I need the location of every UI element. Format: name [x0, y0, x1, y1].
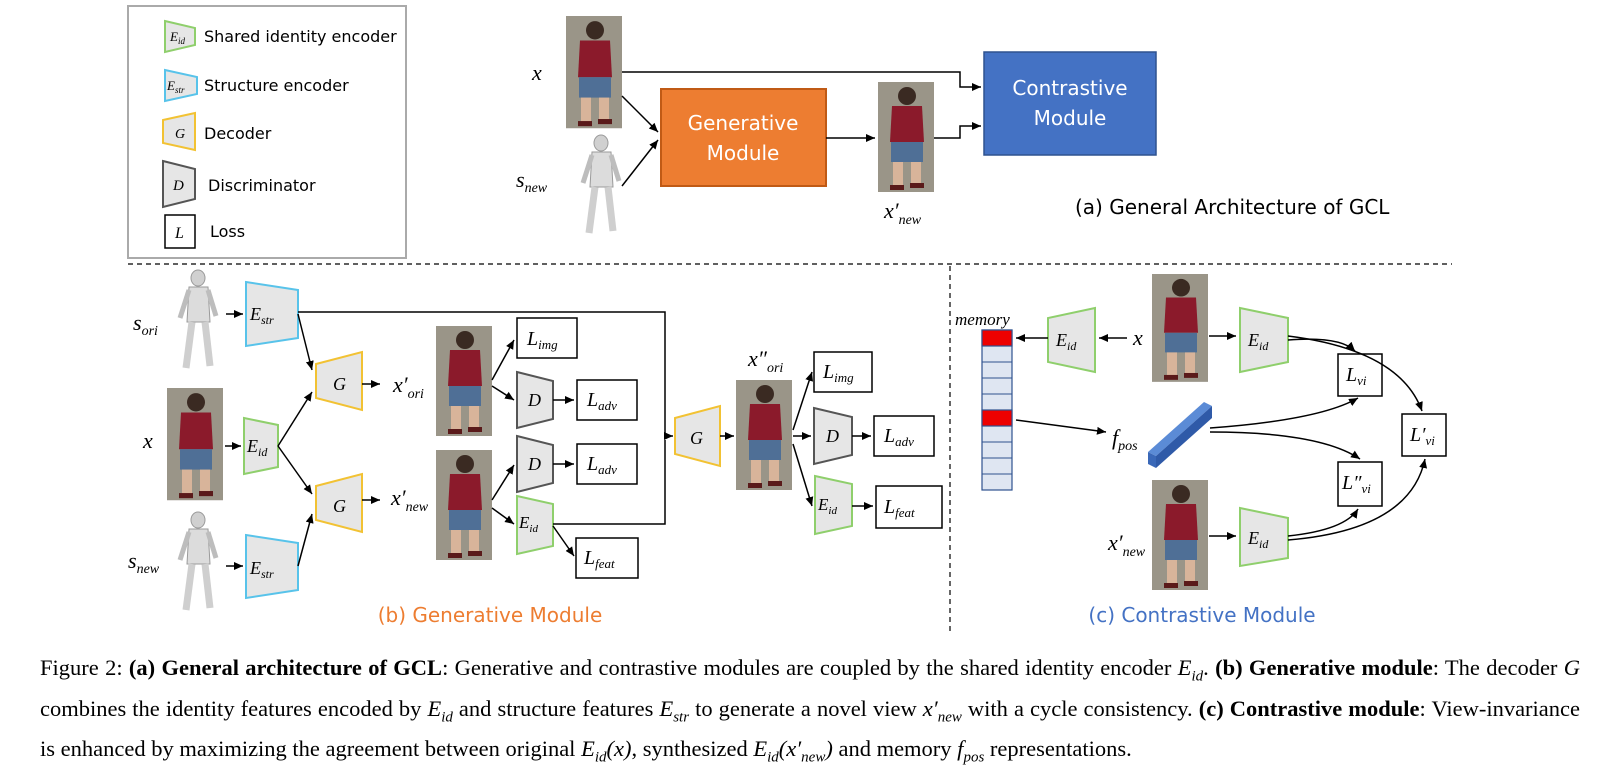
legend: Eid Shared identity encoder Estr Structu…	[127, 5, 407, 259]
person-photo-icon	[736, 380, 792, 490]
caption-b-head: (b) Generative module	[1215, 655, 1433, 680]
svg-text:snew: snew	[516, 167, 548, 196]
decoder-g-cycle	[674, 404, 721, 468]
loss-l-feat-b1	[575, 537, 639, 579]
eid-encoder-b2	[516, 494, 554, 556]
figure-diagram: Eid Shared identity encoder Estr Structu…	[127, 5, 1452, 632]
generative-module-label: Generative	[688, 111, 799, 135]
loss-l-vi-prime	[1401, 413, 1447, 457]
memory-bank	[981, 329, 1013, 491]
svg-text:x: x	[1132, 325, 1143, 350]
svg-text:x′ori: x′ori	[392, 372, 424, 402]
svg-text:Module: Module	[707, 141, 780, 165]
loss-l-adv-b2	[576, 443, 638, 485]
svg-text:Module: Module	[1034, 106, 1107, 130]
eid-encoder-c2	[1239, 306, 1289, 374]
feature-bar-icon	[1148, 402, 1212, 468]
svg-text:x: x	[531, 60, 542, 85]
loss-l-vi-double-prime	[1337, 461, 1383, 507]
person-photo-icon	[1152, 480, 1208, 590]
discriminator-d-b2	[516, 434, 554, 494]
eid-legend-icon	[164, 19, 196, 54]
3d-body-model-icon	[180, 270, 216, 368]
g-legend-icon	[162, 111, 196, 152]
contrastive-module-box	[983, 51, 1157, 156]
loss-l-img-b2	[813, 351, 873, 393]
person-photo-icon	[167, 388, 223, 501]
person-photo-icon	[1152, 274, 1208, 382]
svg-text:G: G	[333, 496, 346, 516]
legend-label-eid: Shared identity encoder	[204, 27, 397, 46]
3d-body-model-icon	[180, 512, 216, 610]
eid-encoder-b3	[814, 474, 853, 536]
decoder-g-bottom	[315, 472, 363, 534]
svg-text:D: D	[172, 178, 184, 194]
eid-encoder-c3	[1239, 506, 1289, 568]
l-legend-icon	[164, 214, 196, 249]
legend-item-d: D Discriminator	[162, 159, 316, 209]
panel-a: x snew Generative Module Contrastive Mod…	[516, 16, 1390, 233]
svg-text:G: G	[690, 428, 703, 448]
svg-text:D: D	[527, 454, 541, 474]
svg-text:x′new: x′new	[883, 198, 922, 228]
svg-text:snew: snew	[128, 548, 160, 577]
svg-text:G: G	[175, 127, 185, 142]
legend-item-g: G Decoder	[162, 111, 272, 152]
loss-l-img-b	[516, 317, 578, 359]
legend-item-eid: Eid Shared identity encoder	[164, 19, 397, 54]
memory-label: memory	[955, 310, 1010, 329]
estr-legend-icon	[164, 68, 198, 103]
legend-item-estr: Estr Structure encoder	[164, 68, 349, 103]
svg-text:x″ori: x″ori	[747, 346, 783, 376]
panel-c: memory Eid x Eid fpos Lvi	[955, 274, 1447, 627]
figure-caption: Figure 2: (a) General architecture of GC…	[40, 655, 1581, 766]
discriminator-d-b3	[813, 406, 853, 466]
estr-encoder-bottom	[245, 533, 299, 600]
loss-l-adv-b3	[873, 415, 935, 457]
person-photo-icon	[436, 450, 492, 560]
svg-text:D: D	[825, 426, 839, 446]
contrastive-module-label: Contrastive	[1012, 76, 1127, 100]
svg-text:D: D	[527, 390, 541, 410]
3d-body-model-icon	[583, 135, 619, 233]
caption-c-head: (c) Contrastive module	[1198, 695, 1420, 721]
legend-label-l: Loss	[210, 222, 245, 241]
decoder-g-top	[315, 350, 363, 412]
legend-item-l: L Loss	[164, 214, 245, 249]
svg-text:x′new: x′new	[390, 485, 429, 515]
person-photo-icon	[436, 326, 492, 436]
person-photo-icon	[566, 16, 622, 129]
svg-text:L: L	[174, 225, 184, 242]
caption-a-head: (a) General architecture of GCL	[128, 655, 443, 680]
svg-text:x′new: x′new	[1107, 530, 1146, 560]
eid-encoder-c1	[1047, 306, 1096, 374]
d-legend-icon	[162, 159, 196, 209]
svg-text:sori: sori	[133, 310, 158, 339]
svg-text:fpos: fpos	[1112, 425, 1138, 454]
estr-encoder-top	[245, 280, 299, 348]
panel-c-caption: (c) Contrastive Module	[1088, 603, 1315, 627]
discriminator-d-b1	[516, 370, 554, 430]
svg-text:G: G	[333, 374, 346, 394]
loss-l-adv-b1	[576, 379, 638, 421]
panel-b: sori Estr x Eid snew Estr G G x′ori x′ne…	[128, 270, 943, 627]
loss-l-feat-b2	[875, 485, 943, 529]
legend-label-g: Decoder	[204, 124, 272, 143]
legend-label-estr: Structure encoder	[204, 76, 349, 95]
svg-text:x: x	[142, 428, 153, 453]
legend-label-d: Discriminator	[208, 176, 316, 195]
eid-encoder-b	[243, 416, 279, 476]
panel-b-caption: (b) Generative Module	[378, 603, 603, 627]
person-photo-icon	[878, 82, 934, 192]
panel-a-caption: (a) General Architecture of GCL	[1075, 195, 1390, 219]
generative-module-box	[660, 88, 827, 187]
